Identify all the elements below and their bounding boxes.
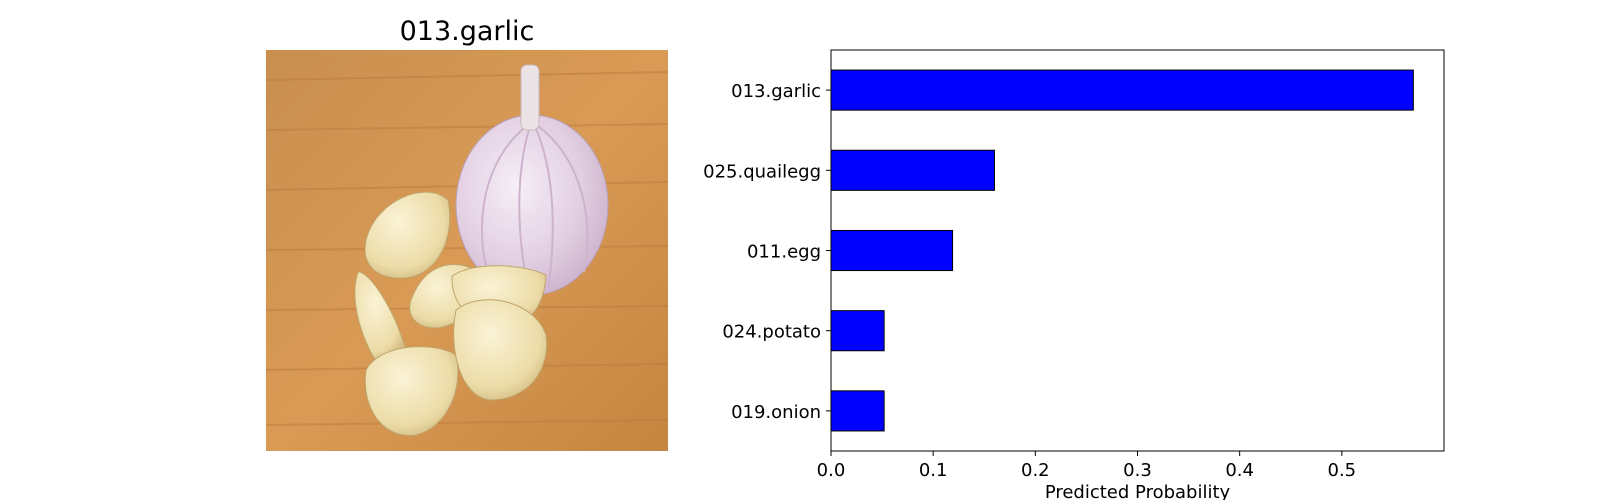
y-tick-label: 013.garlic <box>731 81 821 102</box>
x-axis-label: Predicted Probability <box>1045 482 1231 500</box>
bar <box>830 69 1414 111</box>
y-tick-label: 019.onion <box>731 402 821 423</box>
x-tick-label: 0.3 <box>1123 460 1152 481</box>
x-tick-label: 0.1 <box>919 460 948 481</box>
y-tick-label: 011.egg <box>747 242 821 263</box>
x-tick-label: 0.0 <box>817 460 846 481</box>
bar <box>830 390 885 432</box>
garlic-bulb <box>455 64 609 296</box>
y-tick-label: 025.quailegg <box>703 161 821 182</box>
image-title: 013.garlic <box>399 16 535 47</box>
garlic-photo <box>266 50 668 451</box>
bar <box>830 229 954 272</box>
x-tick-label: 0.2 <box>1021 460 1050 481</box>
y-tick-label: 024.potato <box>722 322 821 343</box>
x-tick-label: 0.4 <box>1225 460 1254 481</box>
garlic-cloves <box>354 191 548 436</box>
x-tick-label: 0.5 <box>1328 460 1357 481</box>
bar <box>830 310 885 352</box>
bar <box>830 149 995 191</box>
